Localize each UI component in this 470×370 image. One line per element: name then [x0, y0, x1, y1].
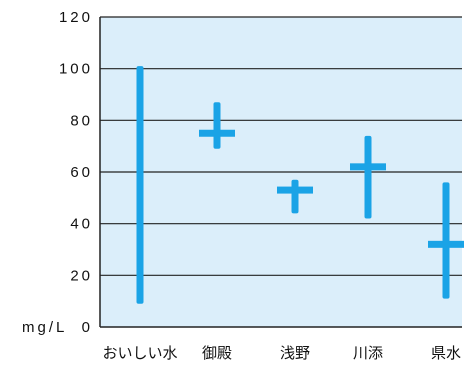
mean-marker-1: [199, 129, 235, 137]
y-tick-label-120: 120: [59, 9, 93, 26]
x-tick-label-1: 御殿: [202, 345, 232, 362]
y-tick-label-80: 80: [70, 112, 93, 129]
range-bar-1: [213, 102, 221, 149]
mean-marker-2: [277, 186, 313, 194]
y-tick-label-0: 0: [82, 319, 93, 336]
mean-marker-3: [350, 163, 386, 171]
range-bar-3: [364, 135, 372, 219]
range-mark-4: [428, 182, 464, 299]
x-tick-label-4: 県水: [431, 345, 461, 362]
y-tick-label-100: 100: [59, 61, 93, 78]
range-bar-2: [291, 179, 299, 214]
x-tick-label-0: おいしい水: [102, 345, 177, 362]
y-tick-labels: 20 40 60 80 100 120 mg/L 0: [22, 9, 93, 336]
axes: [99, 17, 462, 328]
gridlines: [100, 16, 462, 276]
mean-marker-4: [428, 240, 464, 248]
range-mark-1: [199, 102, 235, 149]
y-tick-label-40: 40: [70, 216, 93, 233]
y-axis-unit-label: mg/L: [22, 319, 67, 336]
x-tick-labels: おいしい水 御殿 浅野 川添 県水: [102, 345, 461, 362]
y-tick-label-20: 20: [70, 267, 93, 284]
x-tick-label-2: 浅野: [280, 345, 310, 362]
range-mark-0: [136, 66, 144, 304]
y-tick-label-60: 60: [70, 164, 93, 181]
range-bar-4: [442, 182, 450, 299]
range-mark-3: [350, 135, 386, 219]
range-marks: [136, 66, 464, 304]
range-mark-2: [277, 179, 313, 214]
range-bar-0: [136, 66, 144, 304]
x-tick-label-3: 川添: [353, 345, 383, 362]
